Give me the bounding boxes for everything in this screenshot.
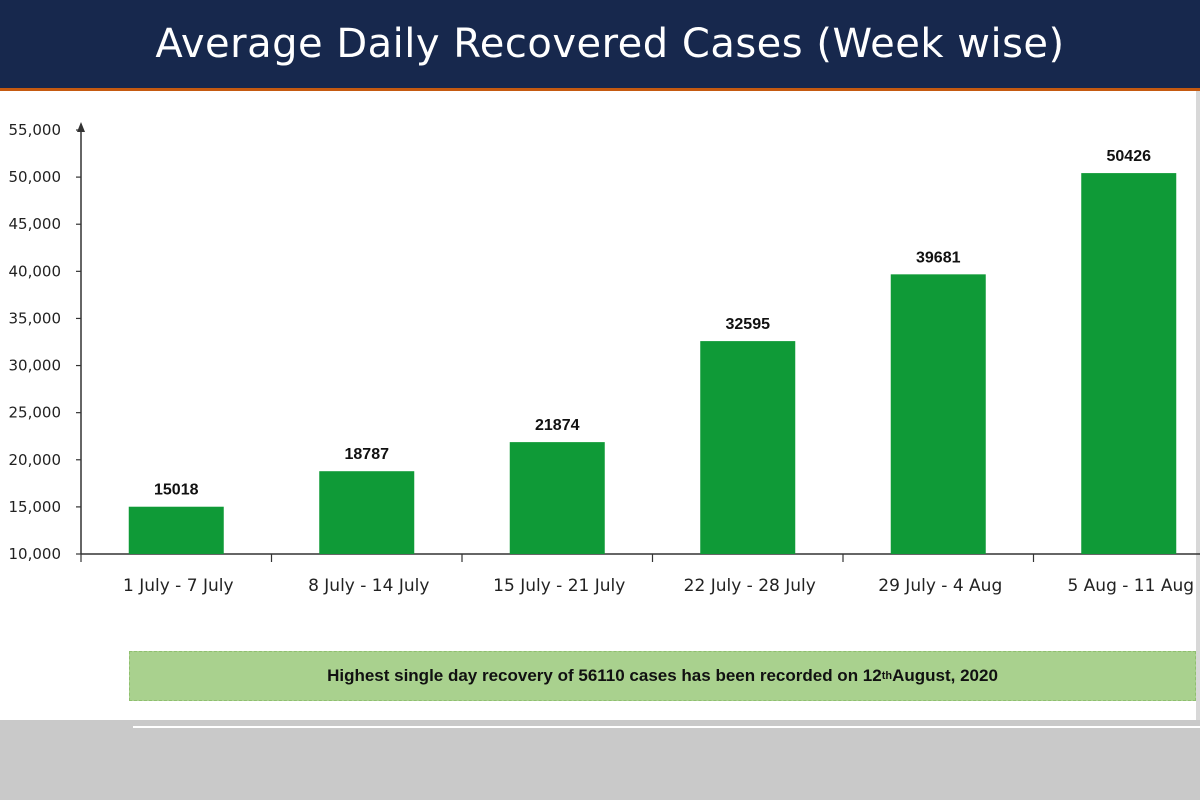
- y-tick-label: 50,000: [9, 168, 62, 186]
- data-label: 15018: [154, 482, 199, 499]
- data-label: 50426: [1107, 148, 1152, 165]
- x-tick-label: 1 July - 7 July: [123, 576, 234, 596]
- y-tick-label: 15,000: [9, 498, 62, 516]
- note-text-after: August, 2020: [892, 666, 998, 685]
- bar: [509, 442, 605, 554]
- slide-edge: [1196, 91, 1200, 720]
- bar: [319, 471, 415, 554]
- data-label: 21874: [535, 417, 580, 434]
- header-accent-line: [0, 88, 1200, 91]
- bar: [700, 341, 796, 554]
- slide-header: Average Daily Recovered Cases (Week wise…: [0, 0, 1200, 88]
- data-label: 32595: [726, 316, 771, 333]
- x-tick-label: 29 July - 4 Aug: [878, 576, 1002, 596]
- footer-line: [133, 726, 1200, 728]
- y-axis: 10,000 15,000 20,000 25,000 30,000 35,000 40,0…: [9, 121, 85, 563]
- x-tick-label: 8 July - 14 July: [308, 576, 429, 596]
- y-tick-label: 35,000: [9, 309, 62, 327]
- x-axis: 1 July - 7 July 8 July - 14 July 15 July -…: [80, 553, 1200, 596]
- bars: [128, 173, 1177, 555]
- data-label: 39681: [916, 249, 961, 266]
- x-tick-label: 22 July - 28 July: [684, 576, 816, 596]
- data-label: 18787: [345, 446, 390, 463]
- data-labels: 15018 18787 21874 32595 39681 50426: [154, 148, 1151, 499]
- y-tick-label: 20,000: [9, 451, 62, 469]
- y-tick-label: 55,000: [9, 121, 62, 139]
- y-tick-label: 45,000: [9, 215, 62, 233]
- x-tick-label: 15 July - 21 July: [493, 576, 625, 596]
- bar: [1081, 173, 1177, 555]
- bar: [890, 274, 986, 554]
- bar: [128, 506, 224, 554]
- y-tick-label: 25,000: [9, 404, 62, 422]
- note-superscript: th: [881, 670, 893, 682]
- highlight-note: Highest single day recovery of 56110 cas…: [129, 651, 1196, 701]
- y-tick-label: 40,000: [9, 262, 62, 280]
- page-title: Average Daily Recovered Cases (Week wise…: [155, 21, 1065, 67]
- y-tick-label: 10,000: [9, 545, 62, 563]
- y-tick-label: 30,000: [9, 357, 62, 375]
- x-tick-label: 5 Aug - 11 Aug: [1067, 576, 1194, 596]
- note-text-before: Highest single day recovery of 56110 cas…: [327, 666, 882, 685]
- slide-body: [0, 91, 1200, 720]
